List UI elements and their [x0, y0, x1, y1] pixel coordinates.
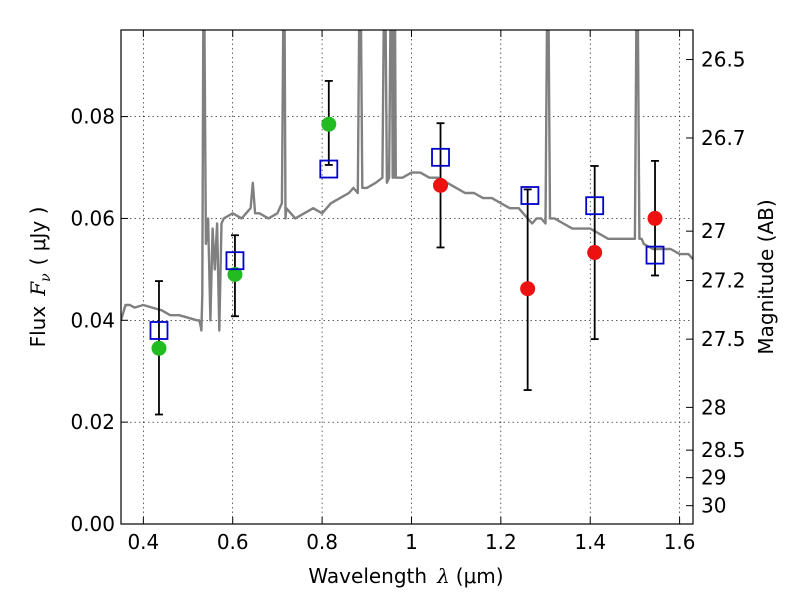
- plot-frame: [120, 29, 694, 525]
- model-point-square: [645, 245, 665, 265]
- data-markers: [149, 116, 665, 356]
- data-point-circle: [433, 177, 449, 193]
- y-axis-label: FluxFν( μJy ): [26, 207, 54, 348]
- data-point-circle: [647, 210, 663, 226]
- y2-tick-label: 27.2: [701, 269, 746, 293]
- y2-tick-label: 28.5: [701, 438, 746, 462]
- x-tick-label: 0.8: [306, 530, 338, 554]
- model-point-square: [520, 186, 540, 205]
- y2-tick-label: 26.5: [701, 48, 746, 72]
- axis-ticks: 0.4 0.6 0.8 1 1.2 1.4 1.6 0.00 0.02 0.04 0.06 0.08 2…: [70, 30, 746, 554]
- x-tick-label: 1.4: [574, 530, 606, 554]
- grid-lines: [121, 30, 693, 525]
- x-tick-label: 0.6: [217, 530, 249, 554]
- y2-tick-label: 26.7: [701, 126, 746, 150]
- x-tick-label: 0.4: [127, 530, 159, 554]
- data-point-circle: [321, 116, 337, 132]
- y2-tick-label: 28: [701, 395, 726, 419]
- spectrum-line: [121, 30, 693, 332]
- y2-tick-label: 30: [701, 494, 726, 518]
- y-tick-label: 0.00: [70, 512, 115, 536]
- data-point-circle: [587, 245, 603, 261]
- data-point-circle: [520, 281, 536, 297]
- y2-tick-label: 27.5: [701, 327, 746, 351]
- y-tick-label: 0.08: [70, 105, 115, 129]
- y2-tick-label: 29: [701, 466, 726, 490]
- model-point-square: [225, 251, 245, 271]
- data-point-circle: [227, 266, 243, 282]
- error-bars: [154, 80, 660, 416]
- model-point-square: [431, 147, 450, 167]
- x-tick-label: 1.2: [485, 530, 517, 554]
- data-point-circle: [151, 340, 167, 356]
- model-spectrum: [121, 30, 693, 332]
- y2-tick-label: 27: [701, 219, 726, 243]
- y-tick-label: 0.06: [70, 206, 115, 230]
- model-point-square: [319, 159, 339, 179]
- y-tick-label: 0.04: [70, 308, 115, 332]
- y-tick-label: 0.02: [70, 410, 115, 434]
- x-tick-label: 1: [405, 530, 418, 554]
- x-axis-label: Wavelength λ (μm): [308, 564, 503, 588]
- model-point-square: [149, 321, 169, 340]
- y2-axis-label: Magnitude (AB): [754, 199, 778, 354]
- x-tick-label: 1.6: [664, 530, 696, 554]
- model-point-square: [585, 196, 605, 216]
